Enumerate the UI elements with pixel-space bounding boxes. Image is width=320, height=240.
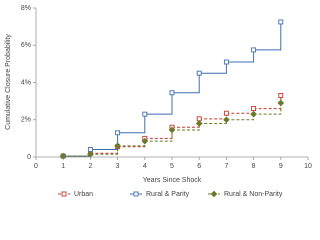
x-tick-label: 7: [224, 163, 228, 170]
marker: [142, 111, 148, 117]
marker: [278, 19, 284, 25]
x-tick-label: 9: [279, 163, 283, 170]
step-line: [117, 138, 146, 148]
step-line: [144, 127, 173, 139]
step-line: [253, 95, 282, 110]
step-line: [199, 113, 227, 120]
x-tick-label: 4: [143, 163, 147, 170]
marker: [251, 106, 257, 112]
marker: [115, 130, 121, 136]
marker: [114, 142, 121, 150]
step-line: [144, 92, 173, 115]
y-axis-label: Cumulative Closure Probability: [5, 34, 12, 130]
step-line: [172, 118, 200, 128]
x-tick-label: 0: [34, 163, 38, 170]
step-line: [144, 129, 173, 142]
legend-label: Rural & Non-Parity: [224, 191, 283, 198]
step-line: [117, 114, 146, 134]
marker: [168, 126, 176, 134]
chart: Cumulative Closure Probability Years Sin…: [5, 5, 312, 198]
step-line: [199, 119, 227, 124]
step-line: [226, 114, 255, 121]
legend-marker: [133, 191, 139, 197]
marker: [223, 116, 230, 124]
x-tick-label: 3: [116, 163, 120, 170]
y-tick-label: 4%: [21, 79, 31, 86]
step-line: [172, 73, 200, 94]
y-tick-label: 6%: [21, 42, 31, 49]
step-line: [63, 149, 91, 157]
marker: [141, 137, 149, 145]
step-line: [226, 49, 255, 63]
legend-label: Rural & Parity: [146, 191, 190, 198]
marker: [277, 99, 285, 107]
marker: [251, 47, 257, 53]
step-line: [199, 62, 227, 74]
x-tick-label: 8: [252, 163, 256, 170]
marker: [196, 70, 202, 76]
step-line: [253, 102, 282, 115]
legend-label: Urban: [74, 191, 93, 198]
marker: [250, 110, 257, 118]
marker: [169, 90, 175, 96]
marker: [195, 120, 203, 127]
marker: [59, 152, 67, 160]
marker: [278, 93, 284, 98]
x-tick-label: 10: [304, 163, 312, 170]
y-tick-label: 8%: [21, 5, 31, 12]
step-line: [253, 21, 282, 51]
step-line: [117, 141, 146, 147]
marker: [87, 150, 94, 158]
x-tick-label: 6: [197, 163, 201, 170]
y-tick-label: 0: [27, 154, 31, 161]
marker: [223, 59, 229, 65]
x-tick-label: 1: [61, 163, 65, 170]
step-line: [226, 108, 255, 114]
legend-marker: [210, 190, 218, 198]
step-line: [90, 132, 119, 151]
x-axis-label: Years Since Shock: [143, 177, 202, 184]
marker: [223, 110, 229, 116]
legend-marker: [61, 191, 67, 197]
y-tick-label: 2%: [21, 117, 31, 124]
step-line: [172, 123, 200, 131]
x-tick-label: 2: [88, 163, 92, 170]
x-tick-label: 5: [170, 163, 174, 170]
